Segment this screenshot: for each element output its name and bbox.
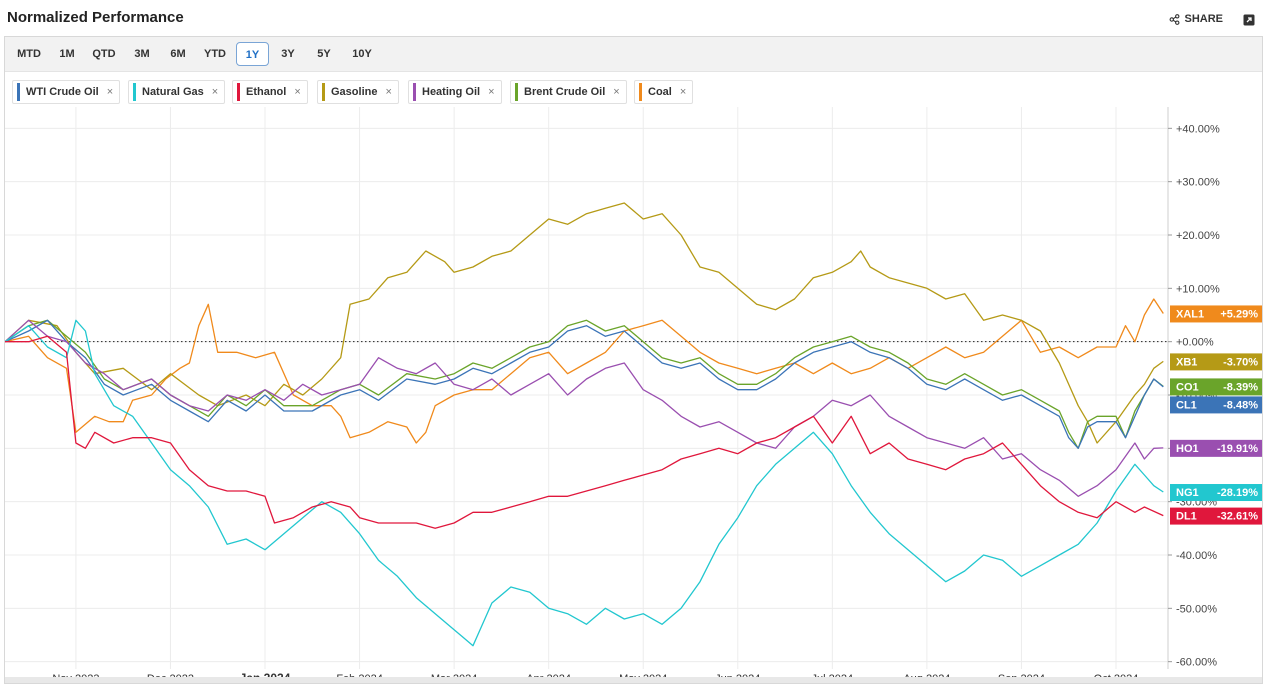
- end-label-ticker: HO1: [1176, 443, 1199, 455]
- legend-swatch: [17, 83, 20, 101]
- end-label-ticker: DL1: [1176, 511, 1197, 523]
- share-button[interactable]: SHARE: [1169, 13, 1223, 25]
- remove-series-button[interactable]: ×: [613, 86, 620, 98]
- end-label-value: -28.19%: [1217, 487, 1258, 499]
- end-label-value: -19.91%: [1217, 443, 1258, 455]
- end-label-bg: [1170, 378, 1262, 396]
- end-label-ticker: XB1: [1176, 356, 1197, 368]
- end-label-value: -8.39%: [1223, 381, 1258, 393]
- legend-label: Heating Oil: [422, 86, 481, 98]
- legend-item-wti: WTI Crude Oil ×: [12, 80, 121, 104]
- y-tick-label: +0.00%: [1176, 337, 1214, 349]
- range-qtd[interactable]: QTD: [92, 48, 116, 60]
- legend-swatch: [515, 83, 518, 101]
- end-label-ticker: NG1: [1176, 487, 1199, 499]
- range-10y[interactable]: 10Y: [352, 48, 372, 60]
- series-end-label: NG1 -28.19%: [1170, 484, 1262, 502]
- legend-swatch: [133, 83, 136, 101]
- range-1m[interactable]: 1M: [59, 48, 75, 60]
- y-tick-label: -40.00%: [1176, 550, 1217, 562]
- legend-label: Gasoline: [331, 86, 378, 98]
- series-line-xb1: [5, 202, 1164, 444]
- end-label-value: -8.48%: [1223, 399, 1258, 411]
- series-end-label: XB1 -3.70%: [1170, 353, 1262, 371]
- share-label: SHARE: [1184, 13, 1223, 25]
- range-ytd[interactable]: YTD: [204, 48, 226, 60]
- y-tick-label: -60.00%: [1176, 657, 1217, 669]
- end-label-bg: [1170, 305, 1262, 323]
- chart-panel: MTD 1M QTD 3M 6M YTD 1Y 3Y 5Y 10Y +40.00…: [4, 36, 1263, 684]
- range-3y[interactable]: 3Y: [281, 48, 295, 60]
- end-label-bg: [1170, 484, 1262, 502]
- remove-series-button[interactable]: ×: [385, 86, 392, 98]
- series-end-label: HO1 -19.91%: [1170, 439, 1262, 457]
- end-label-ticker: CL1: [1176, 399, 1197, 411]
- legend-swatch: [322, 83, 325, 101]
- remove-series-button[interactable]: ×: [106, 86, 114, 98]
- series-line-xal1: [5, 298, 1164, 444]
- range-3m[interactable]: 3M: [134, 48, 150, 60]
- series-line-ng1: [5, 319, 1164, 647]
- remove-series-button[interactable]: ×: [211, 86, 219, 98]
- legend-label: Brent Crude Oil: [524, 86, 606, 98]
- end-label-ticker: XAL1: [1176, 308, 1204, 320]
- end-label-value: -32.61%: [1217, 511, 1258, 523]
- legend-item-coal: Coal ×: [634, 80, 694, 104]
- series-line-ho1: [5, 319, 1164, 497]
- range-mtd[interactable]: MTD: [17, 48, 41, 60]
- legend-label: Natural Gas: [142, 86, 204, 98]
- series-end-label: CO1 -8.39%: [1170, 378, 1262, 396]
- end-label-value: -3.70%: [1223, 356, 1258, 368]
- remove-series-button[interactable]: ×: [679, 86, 687, 98]
- range-selector: MTD 1M QTD 3M 6M YTD 1Y 3Y 5Y 10Y: [5, 37, 1262, 72]
- range-6m[interactable]: 6M: [170, 48, 186, 60]
- y-tick-label: -50.00%: [1176, 603, 1217, 615]
- series-end-label: CL1 -8.48%: [1170, 396, 1262, 414]
- series-end-label: XAL1 +5.29%: [1170, 305, 1262, 323]
- end-label-value: +5.29%: [1220, 308, 1258, 320]
- series-line-cl1: [5, 319, 1164, 449]
- end-label-bg: [1170, 439, 1262, 457]
- range-5y[interactable]: 5Y: [317, 48, 331, 60]
- y-tick-label: +30.00%: [1176, 177, 1220, 189]
- legend-item-natural-gas: Natural Gas ×: [128, 80, 226, 104]
- line-chart: +40.00%+30.00%+20.00%+10.00%+0.00%-10.00…: [5, 107, 1262, 683]
- legend-item-heating-oil: Heating Oil ×: [408, 80, 502, 104]
- remove-series-button[interactable]: ×: [294, 86, 301, 98]
- end-label-bg: [1170, 353, 1262, 371]
- share-icon: [1170, 13, 1180, 25]
- y-tick-label: +20.00%: [1176, 230, 1220, 242]
- legend-item-ethanol: Ethanol ×: [232, 80, 308, 104]
- legend-item-brent: Brent Crude Oil ×: [510, 80, 627, 104]
- series-line-dl1: [5, 335, 1164, 529]
- end-label-bg: [1170, 507, 1262, 525]
- legend-item-gasoline: Gasoline ×: [317, 80, 399, 104]
- legend-swatch: [413, 83, 416, 101]
- remove-series-button[interactable]: ×: [488, 86, 495, 98]
- y-tick-label: +10.00%: [1176, 283, 1220, 295]
- page-title: Normalized Performance: [7, 9, 184, 26]
- legend-label: WTI Crude Oil: [26, 86, 99, 98]
- end-label-ticker: CO1: [1176, 381, 1199, 393]
- end-label-bg: [1170, 396, 1262, 414]
- series-end-label: DL1 -32.61%: [1170, 507, 1262, 525]
- legend-swatch: [237, 83, 240, 101]
- legend-label: Ethanol: [246, 86, 287, 98]
- expand-icon[interactable]: [1243, 14, 1255, 26]
- series-line-co1: [5, 319, 1164, 449]
- legend-swatch: [639, 83, 642, 101]
- y-tick-label: +40.00%: [1176, 123, 1220, 135]
- scroll-track: [5, 677, 1262, 683]
- range-1y[interactable]: 1Y: [236, 42, 269, 66]
- legend-label: Coal: [648, 86, 672, 98]
